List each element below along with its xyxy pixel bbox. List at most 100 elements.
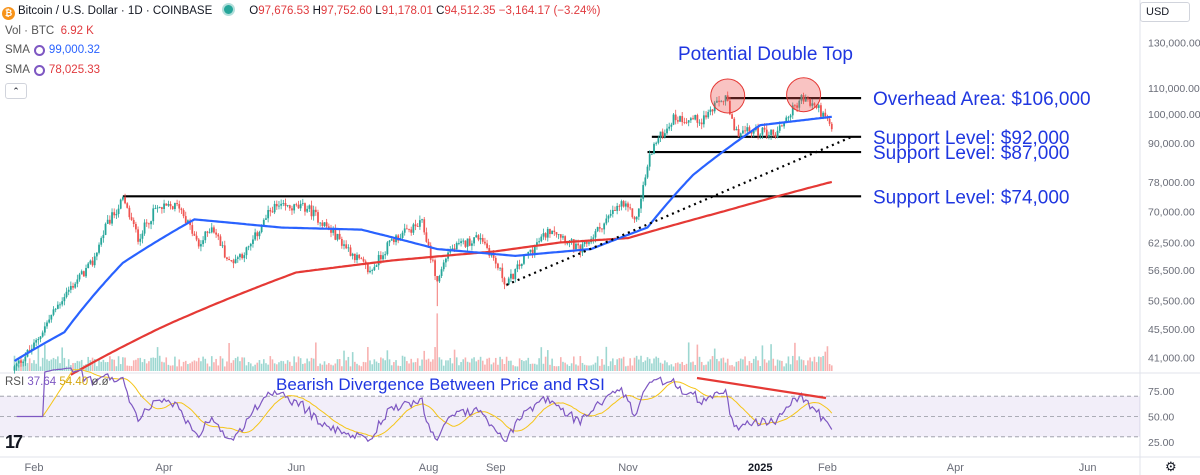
candle-body [15, 363, 18, 367]
brand-text: 17 [5, 432, 23, 452]
volume-bar [575, 364, 577, 371]
volume-bar [562, 361, 564, 371]
volume-bar [59, 363, 61, 371]
ohlc-h-label: H [312, 5, 321, 17]
volume-bar [618, 358, 621, 371]
candle-body [533, 245, 536, 254]
volume-bar [516, 366, 519, 371]
candle-body [304, 203, 306, 212]
volume-bar [206, 363, 209, 371]
volume-bar [687, 342, 690, 371]
volume-bar [742, 359, 744, 371]
candle-body [293, 204, 296, 211]
volume-bar [586, 365, 588, 371]
candle-body [566, 242, 569, 244]
rsi-legend[interactable]: RSI 37.64 54.40 ø.ø [5, 376, 109, 388]
tradingview-logo-icon[interactable]: 17 [5, 432, 23, 453]
candle-body [252, 239, 254, 244]
sma-fast-legend[interactable]: SMA 99,000.32 [5, 44, 100, 56]
rsi-tick-label: 25.00 [1148, 437, 1174, 449]
candle-body [694, 115, 697, 120]
candle-body [631, 208, 634, 218]
candle-body [275, 203, 278, 207]
candle-body [371, 270, 374, 271]
volume-bar [412, 362, 415, 371]
price-tick-label: 130,000.00 [1148, 37, 1200, 49]
volume-bar [763, 359, 766, 371]
candle-body [327, 226, 330, 228]
volume-bar [735, 361, 738, 371]
candle-body [620, 201, 623, 207]
candle-body [663, 133, 666, 138]
volume-bar [557, 366, 560, 371]
volume-bar [50, 359, 53, 371]
gear-icon[interactable]: ⚙ [1165, 459, 1177, 474]
candle-body [213, 227, 215, 233]
volume-bar [683, 365, 686, 371]
volume-bar [139, 357, 142, 371]
volume-bar [221, 358, 224, 371]
volume-bar [80, 359, 83, 371]
volume-bar [265, 363, 267, 371]
volume-bar [421, 359, 423, 371]
candle-body [813, 103, 816, 106]
volume-bar [44, 344, 46, 371]
candle-body [575, 243, 577, 250]
volume-bar [111, 359, 113, 371]
volume-legend[interactable]: Vol · BTC 6.92 K [5, 25, 94, 37]
candle-body [28, 349, 31, 351]
volume-bar [384, 360, 386, 371]
candle-body [689, 118, 692, 121]
candle-body [707, 111, 710, 118]
candle-body [507, 278, 510, 285]
volume-bar [373, 359, 376, 371]
candle-body [455, 243, 458, 250]
candle-body [538, 241, 541, 243]
volume-bar [438, 357, 441, 371]
candle-body [63, 297, 66, 302]
volume-bar [408, 363, 410, 371]
volume-bar [414, 362, 417, 371]
volume-bar [559, 357, 562, 371]
sma-slow-legend[interactable]: SMA 78,025.33 [5, 64, 100, 76]
volume-bar [239, 361, 241, 371]
candle-body [601, 228, 603, 230]
volume-bar [664, 360, 666, 371]
ohlc-c-label: C [436, 5, 445, 17]
candle-body [544, 233, 547, 238]
chevron-up-icon[interactable]: ⌃ [5, 83, 27, 99]
candle-body [95, 252, 98, 257]
volume-bar [661, 363, 664, 371]
volume-bar [115, 366, 118, 371]
symbol-header[interactable]: ₿ Bitcoin / U.S. Dollar · 1D · COINBASE O9… [2, 3, 600, 20]
volume-bar [126, 365, 129, 371]
volume-bar [145, 363, 148, 371]
price-tick-label: 56,500.00 [1148, 265, 1195, 277]
volume-bar [442, 365, 445, 371]
candle-body [282, 203, 285, 204]
volume-bar [289, 361, 291, 371]
candle-body [744, 130, 746, 132]
volume-bar [336, 359, 339, 371]
candle-body [349, 247, 352, 256]
volume-bar [184, 360, 187, 371]
candle-body [592, 237, 595, 239]
volume-bar [599, 365, 601, 371]
currency-selector[interactable]: USD [1140, 2, 1190, 22]
candle-body [804, 98, 807, 102]
volume-bar [291, 365, 293, 371]
candle-body [273, 203, 276, 213]
volume-bar [451, 363, 454, 371]
volume-bars [13, 313, 833, 371]
volume-bar [802, 360, 805, 371]
candle-body [239, 254, 241, 258]
candle-body [752, 130, 755, 134]
volume-bar [52, 357, 55, 371]
price-tick-label: 78,000.00 [1148, 177, 1195, 189]
volume-bar [468, 362, 471, 371]
volume-bar [345, 360, 347, 371]
candle-body [661, 131, 664, 138]
volume-bar [427, 358, 430, 371]
candle-body [200, 244, 202, 247]
